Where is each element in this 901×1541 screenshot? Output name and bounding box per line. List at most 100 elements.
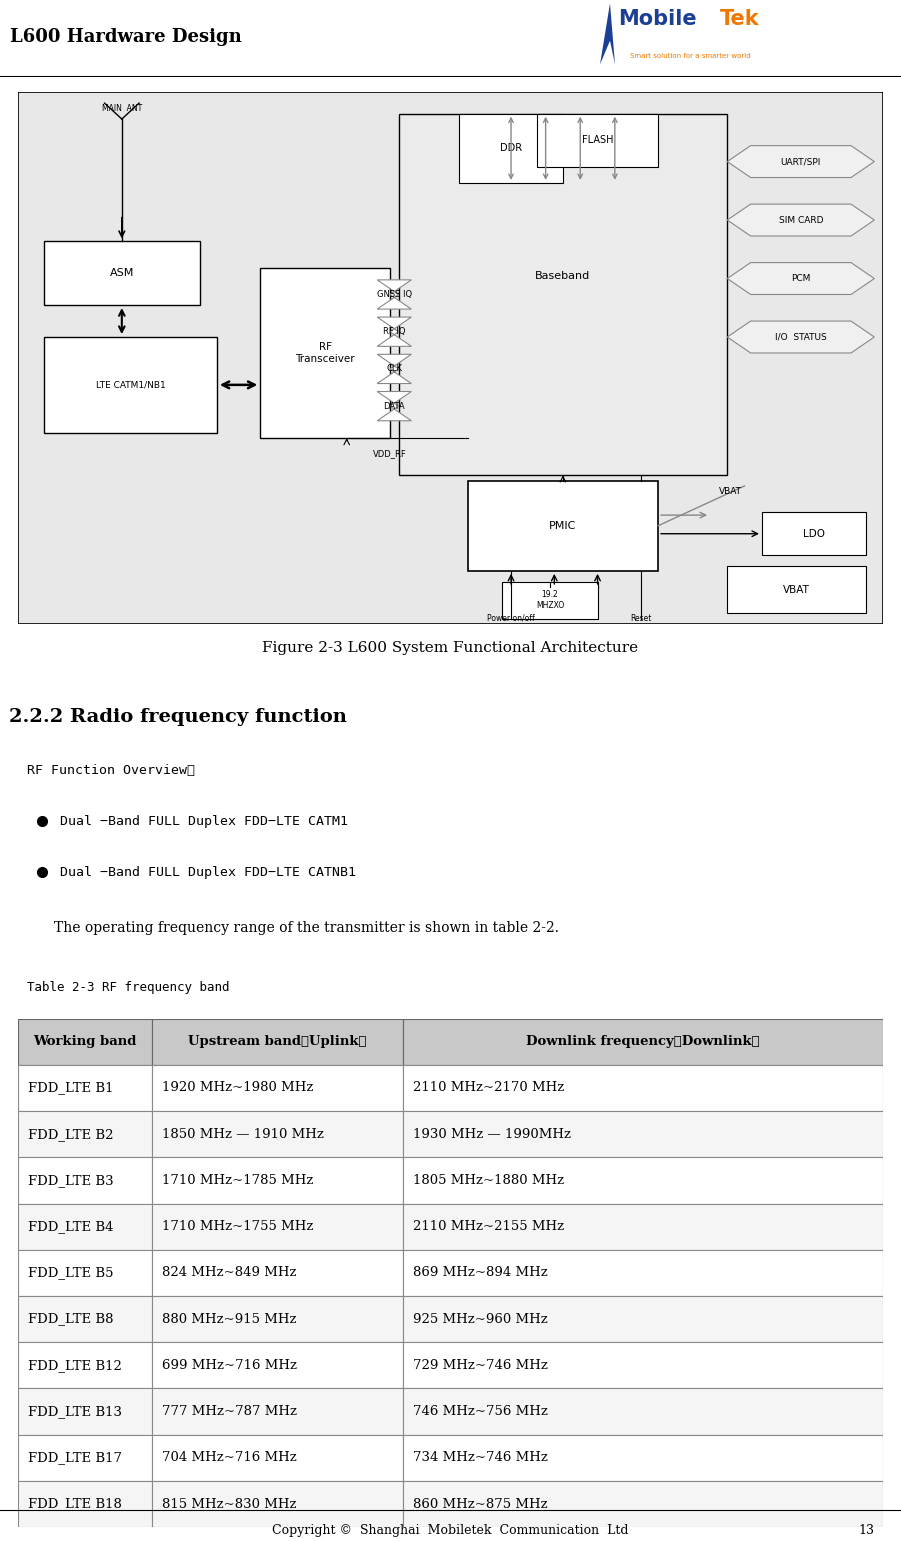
Text: I/O  STATUS: I/O STATUS (775, 333, 827, 342)
Bar (503, 581, 597, 619)
Bar (152, 1204, 403, 1250)
Text: 13: 13 (858, 1524, 874, 1538)
Text: MAIN  ANT: MAIN ANT (102, 103, 142, 112)
Text: Mobile: Mobile (618, 9, 696, 29)
Text: FDD_LTE B3: FDD_LTE B3 (29, 1174, 114, 1187)
Bar (18, 1157, 152, 1204)
Polygon shape (727, 146, 874, 177)
Text: UART/SPI: UART/SPI (780, 157, 821, 166)
Text: RF Function Overview：: RF Function Overview： (27, 764, 195, 777)
Polygon shape (378, 317, 412, 347)
Bar (18, 1111, 152, 1157)
Text: Figure 2-3 L600 System Functional Architecture: Figure 2-3 L600 System Functional Archit… (262, 641, 639, 655)
Text: VBAT: VBAT (783, 584, 810, 595)
Bar (260, 268, 390, 438)
Text: LDO: LDO (803, 529, 824, 539)
Text: 729 MHz~746 MHz: 729 MHz~746 MHz (414, 1359, 548, 1371)
Text: VDD_RF: VDD_RF (373, 448, 407, 458)
Polygon shape (378, 280, 412, 310)
Bar (403, 1388, 883, 1435)
Bar (44, 337, 217, 433)
Text: SIM CARD: SIM CARD (778, 216, 823, 225)
Text: DDR: DDR (500, 143, 522, 153)
Text: CLK: CLK (387, 364, 402, 373)
Bar (18, 1388, 152, 1435)
Text: 2110 MHz~2155 MHz: 2110 MHz~2155 MHz (414, 1220, 564, 1233)
Bar (152, 1250, 403, 1296)
Text: FDD_LTE B5: FDD_LTE B5 (29, 1267, 114, 1279)
Text: 1930 MHz — 1990MHz: 1930 MHz — 1990MHz (414, 1128, 571, 1140)
Bar (403, 1435, 883, 1481)
Text: 1850 MHz — 1910 MHz: 1850 MHz — 1910 MHz (162, 1128, 324, 1140)
Text: 699 MHz~716 MHz: 699 MHz~716 MHz (162, 1359, 297, 1371)
Bar (152, 1111, 403, 1157)
Text: Working band: Working band (33, 1036, 137, 1048)
Text: 777 MHz~787 MHz: 777 MHz~787 MHz (162, 1405, 297, 1418)
Text: 925 MHz~960 MHz: 925 MHz~960 MHz (414, 1313, 548, 1325)
Bar (398, 114, 727, 475)
Bar (403, 1342, 883, 1388)
Text: 746 MHz~756 MHz: 746 MHz~756 MHz (414, 1405, 548, 1418)
Text: FDD_LTE B4: FDD_LTE B4 (29, 1220, 114, 1233)
Text: FLASH: FLASH (582, 136, 614, 145)
Bar (403, 1481, 883, 1527)
Polygon shape (727, 321, 874, 353)
Text: 2110 MHz~2170 MHz: 2110 MHz~2170 MHz (414, 1082, 565, 1094)
Bar (152, 1342, 403, 1388)
Text: RF
Transceiver: RF Transceiver (296, 342, 355, 364)
Bar (18, 1250, 152, 1296)
Polygon shape (727, 262, 874, 294)
Bar (152, 1019, 403, 1065)
Text: 19.2
MHZXO: 19.2 MHZXO (536, 590, 564, 610)
Bar (152, 1296, 403, 1342)
Text: 824 MHz~849 MHz: 824 MHz~849 MHz (162, 1267, 297, 1279)
Bar (403, 1157, 883, 1204)
Text: FDD_LTE B13: FDD_LTE B13 (29, 1405, 123, 1418)
Text: RF IQ: RF IQ (383, 327, 405, 336)
Text: FDD_LTE B2: FDD_LTE B2 (29, 1128, 114, 1140)
Text: LTE CATM1/NB1: LTE CATM1/NB1 (96, 381, 166, 390)
Bar (18, 1019, 152, 1065)
Bar (403, 1204, 883, 1250)
Text: 1710 MHz~1755 MHz: 1710 MHz~1755 MHz (162, 1220, 314, 1233)
Text: PMIC: PMIC (550, 521, 577, 530)
Polygon shape (378, 354, 412, 384)
Text: 1710 MHz~1785 MHz: 1710 MHz~1785 MHz (162, 1174, 314, 1187)
Text: 815 MHz~830 MHz: 815 MHz~830 MHz (162, 1498, 297, 1510)
Bar (468, 481, 658, 572)
Text: Table 2‑3 RF frequency band: Table 2‑3 RF frequency band (27, 980, 230, 994)
Bar (403, 1296, 883, 1342)
Text: Dual −Band FULL Duplex FDD−LTE CATNB1: Dual −Band FULL Duplex FDD−LTE CATNB1 (60, 866, 356, 878)
Bar (762, 513, 866, 555)
Bar (152, 1388, 403, 1435)
Text: The operating frequency range of the transmitter is shown in table 2-2.: The operating frequency range of the tra… (54, 920, 559, 935)
Text: VBAT: VBAT (719, 487, 742, 496)
Text: L600 Hardware Design: L600 Hardware Design (10, 28, 241, 46)
Text: 880 MHz~915 MHz: 880 MHz~915 MHz (162, 1313, 297, 1325)
Text: FDD_LTE B17: FDD_LTE B17 (29, 1452, 123, 1464)
Text: PCM: PCM (791, 274, 811, 284)
Text: Copyright ©  Shanghai  Mobiletek  Communication  Ltd: Copyright © Shanghai Mobiletek Communica… (272, 1524, 629, 1538)
Bar (403, 1019, 883, 1065)
Text: FDD_LTE B18: FDD_LTE B18 (29, 1498, 123, 1510)
Bar (152, 1157, 403, 1204)
Bar (152, 1065, 403, 1111)
Text: Baseband: Baseband (535, 271, 590, 282)
Bar (18, 1296, 152, 1342)
Text: FDD_LTE B12: FDD_LTE B12 (29, 1359, 123, 1371)
Text: 2.2.2 Radio frequency function: 2.2.2 Radio frequency function (9, 707, 347, 726)
Text: FDD_LTE B1: FDD_LTE B1 (29, 1082, 114, 1094)
Text: 860 MHz~875 MHz: 860 MHz~875 MHz (414, 1498, 548, 1510)
Text: 1920 MHz~1980 MHz: 1920 MHz~1980 MHz (162, 1082, 314, 1094)
Text: GNSS IQ: GNSS IQ (377, 290, 412, 299)
Bar (18, 1204, 152, 1250)
Text: Dual −Band FULL Duplex FDD−LTE CATM1: Dual −Band FULL Duplex FDD−LTE CATM1 (60, 815, 348, 828)
Bar (152, 1435, 403, 1481)
Bar (18, 1342, 152, 1388)
Bar (18, 1435, 152, 1481)
Bar (403, 1065, 883, 1111)
Polygon shape (727, 203, 874, 236)
Bar (403, 1250, 883, 1296)
Text: FDD_LTE B8: FDD_LTE B8 (29, 1313, 114, 1325)
Text: Power on/off: Power on/off (487, 613, 535, 623)
